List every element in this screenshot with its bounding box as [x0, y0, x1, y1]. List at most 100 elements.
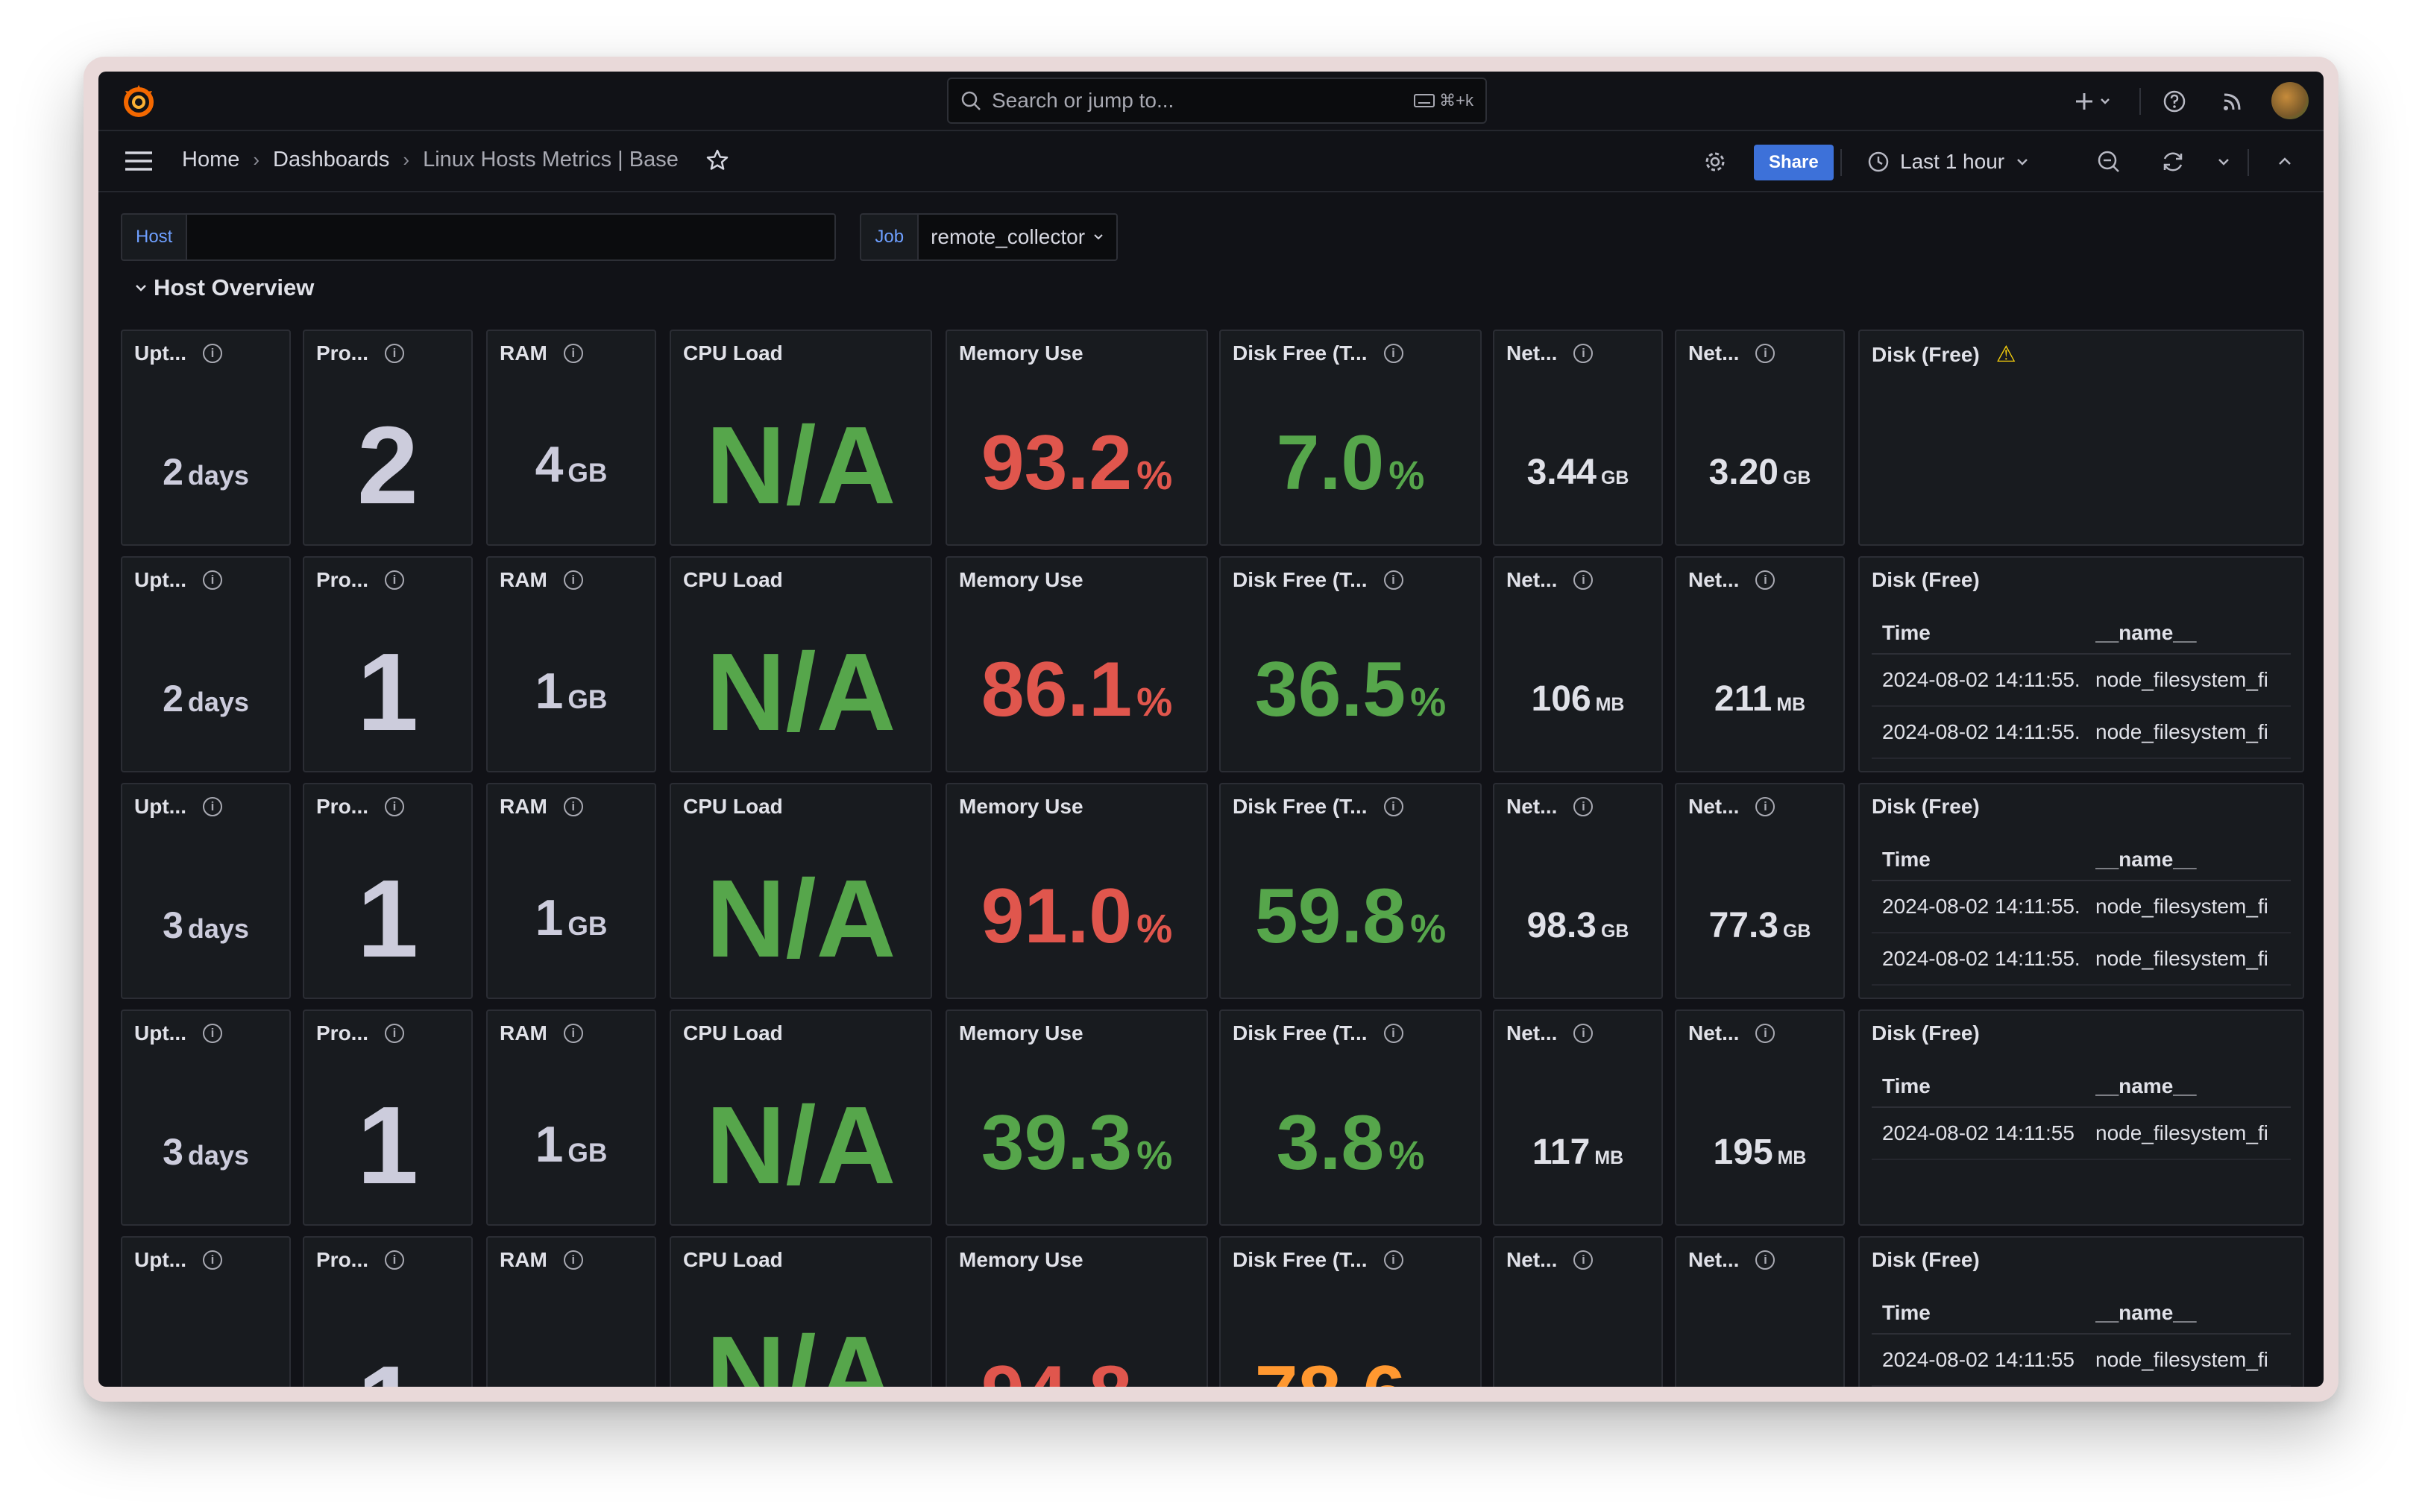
- panel-header[interactable]: Disk (Free): [1872, 795, 1980, 819]
- net-in-panel[interactable]: Net... i 3.44 GB: [1493, 330, 1663, 546]
- panel-header[interactable]: Disk (Free): [1872, 1021, 1980, 1045]
- panel-header[interactable]: CPU Load: [683, 795, 783, 819]
- info-icon[interactable]: i: [1755, 570, 1775, 590]
- panel-header[interactable]: Upt... i: [134, 1248, 222, 1272]
- panel-header[interactable]: RAM i: [500, 341, 583, 365]
- panel-header[interactable]: Net... i: [1688, 1021, 1775, 1045]
- panel-header[interactable]: Pro... i: [316, 568, 405, 592]
- help-button[interactable]: [2160, 86, 2189, 116]
- table-row[interactable]: 2024-08-02 14:11:55 node_filesystem_fi: [1872, 1335, 2291, 1387]
- column-header[interactable]: Time: [1882, 1301, 1931, 1324]
- disk-panel[interactable]: Disk Free (T... i 3.8%: [1219, 1009, 1482, 1226]
- info-icon[interactable]: i: [1755, 1024, 1775, 1043]
- ram-panel[interactable]: RAM i 1 GB: [486, 783, 656, 999]
- info-icon[interactable]: i: [203, 344, 222, 363]
- procs-panel[interactable]: Pro... i 1: [303, 1009, 473, 1226]
- panel-header[interactable]: Net... i: [1688, 341, 1775, 365]
- panel-header[interactable]: Net... i: [1688, 1248, 1775, 1272]
- star-icon[interactable]: [705, 148, 729, 172]
- net-out-panel[interactable]: Net... i 211 MB: [1675, 556, 1845, 772]
- panel-header[interactable]: Disk Free (T... i: [1233, 1021, 1403, 1045]
- disk-panel[interactable]: Disk Free (T... i 78.6%: [1219, 1236, 1482, 1387]
- panel-header[interactable]: Memory Use: [959, 568, 1083, 592]
- info-icon[interactable]: i: [563, 570, 583, 590]
- panel-header[interactable]: RAM i: [500, 795, 583, 819]
- collapse-button[interactable]: [2270, 147, 2300, 177]
- info-icon[interactable]: i: [203, 797, 222, 816]
- panel-header[interactable]: Disk (Free) ⚠: [1872, 341, 2016, 368]
- panel-header[interactable]: Net... i: [1688, 568, 1775, 592]
- info-icon[interactable]: i: [385, 344, 405, 363]
- panel-header[interactable]: Net... i: [1506, 341, 1594, 365]
- procs-panel[interactable]: Pro... i 1: [303, 783, 473, 999]
- zoom-out-button[interactable]: [2094, 147, 2124, 177]
- info-icon[interactable]: i: [563, 1250, 583, 1270]
- panel-header[interactable]: RAM i: [500, 568, 583, 592]
- ram-panel[interactable]: RAM i 1 GB: [486, 1009, 656, 1226]
- info-icon[interactable]: i: [1383, 1024, 1403, 1043]
- column-header[interactable]: Time: [1882, 1074, 1931, 1097]
- grafana-logo-icon[interactable]: [119, 82, 158, 121]
- net-out-panel[interactable]: Net... i 195 MB: [1675, 1009, 1845, 1226]
- mem-panel[interactable]: Memory Use 93.2%: [946, 330, 1208, 546]
- panel-header[interactable]: Pro... i: [316, 795, 405, 819]
- panel-header[interactable]: CPU Load: [683, 1021, 783, 1045]
- procs-panel[interactable]: Pro... i 2: [303, 330, 473, 546]
- procs-panel[interactable]: Pro... i 1: [303, 556, 473, 772]
- panel-header[interactable]: Upt... i: [134, 568, 222, 592]
- info-icon[interactable]: i: [563, 797, 583, 816]
- column-header[interactable]: __name__: [2095, 621, 2197, 644]
- share-button[interactable]: Share: [1754, 145, 1834, 180]
- info-icon[interactable]: i: [385, 797, 405, 816]
- net-out-panel[interactable]: Net... i 77.3 GB: [1675, 783, 1845, 999]
- refresh-button[interactable]: [2158, 147, 2188, 177]
- panel-header[interactable]: RAM i: [500, 1248, 583, 1272]
- procs-panel[interactable]: Pro... i 1: [303, 1236, 473, 1387]
- uptime-panel[interactable]: Upt...i12hours: [121, 1236, 291, 1387]
- column-header[interactable]: __name__: [2095, 848, 2197, 871]
- disk-panel[interactable]: Disk Free (T... i 7.0%: [1219, 330, 1482, 546]
- mem-panel[interactable]: Memory Use 39.3%: [946, 1009, 1208, 1226]
- panel-header[interactable]: Memory Use: [959, 1248, 1083, 1272]
- disk-free-panel[interactable]: Disk (Free) ⚠: [1858, 330, 2304, 546]
- info-icon[interactable]: i: [203, 1024, 222, 1043]
- mem-panel[interactable]: Memory Use 91.0%: [946, 783, 1208, 999]
- panel-header[interactable]: Net... i: [1688, 795, 1775, 819]
- panel-header[interactable]: Disk Free (T... i: [1233, 341, 1403, 365]
- info-icon[interactable]: i: [1573, 344, 1594, 363]
- menu-icon[interactable]: [124, 149, 154, 173]
- net-in-panel[interactable]: Net...i2.54GB: [1493, 1236, 1663, 1387]
- net-in-panel[interactable]: Net... i 117 MB: [1493, 1009, 1663, 1226]
- cpu-panel[interactable]: CPU Load N/A: [670, 556, 932, 772]
- panel-header[interactable]: RAM i: [500, 1021, 583, 1045]
- info-icon[interactable]: i: [563, 344, 583, 363]
- cpu-panel[interactable]: CPU Load N/A: [670, 1236, 932, 1387]
- table-row[interactable]: 2024-08-02 14:11:55 node_filesystem_fi: [1872, 1108, 2291, 1160]
- info-icon[interactable]: i: [385, 1250, 405, 1270]
- panel-header[interactable]: Pro... i: [316, 1248, 405, 1272]
- table-row[interactable]: 2024-08-02 14:11:55. node_filesystem_fi: [1872, 881, 2291, 933]
- info-icon[interactable]: i: [1383, 344, 1403, 363]
- uptime-panel[interactable]: Upt... i 3 days: [121, 1009, 291, 1226]
- panel-header[interactable]: Disk (Free): [1872, 568, 1980, 592]
- disk-free-panel[interactable]: Disk (Free) Time __name__ 2024-08-02 14:11:…: [1858, 783, 2304, 999]
- disk-panel[interactable]: Disk Free (T... i 59.8%: [1219, 783, 1482, 999]
- info-icon[interactable]: i: [1573, 570, 1594, 590]
- info-icon[interactable]: i: [1573, 1250, 1594, 1270]
- host-variable-input[interactable]: [187, 213, 837, 261]
- table-row[interactable]: 2024-08-02 14:11:55. node_filesystem_fi: [1872, 655, 2291, 707]
- warning-icon[interactable]: ⚠: [1995, 342, 2016, 367]
- column-header[interactable]: __name__: [2095, 1074, 2197, 1097]
- column-header[interactable]: __name__: [2095, 1301, 2197, 1324]
- uptime-panel[interactable]: Upt... i 3 days: [121, 783, 291, 999]
- net-out-panel[interactable]: Net...i1.25GB: [1675, 1236, 1845, 1387]
- info-icon[interactable]: i: [1755, 1250, 1775, 1270]
- column-header[interactable]: Time: [1882, 621, 1931, 644]
- cpu-panel[interactable]: CPU Load N/A: [670, 783, 932, 999]
- mem-panel[interactable]: Memory Use 94.8%: [946, 1236, 1208, 1387]
- info-icon[interactable]: i: [1383, 1250, 1403, 1270]
- info-icon[interactable]: i: [563, 1024, 583, 1043]
- panel-header[interactable]: Net... i: [1506, 568, 1594, 592]
- breadcrumb-dashboards[interactable]: Dashboards: [273, 148, 390, 171]
- info-icon[interactable]: i: [1383, 797, 1403, 816]
